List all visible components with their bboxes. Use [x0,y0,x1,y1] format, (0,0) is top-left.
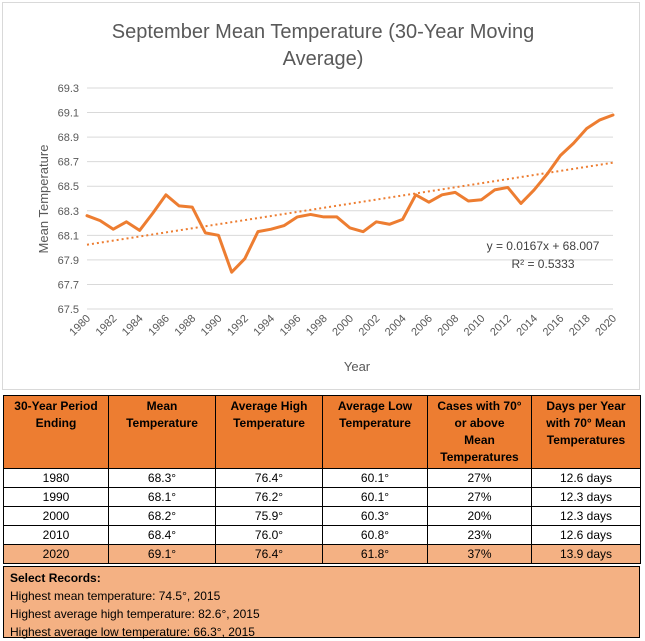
table-cell: 75.9° [215,506,323,526]
table-cell: 12.6 days [531,525,641,545]
table-cell: 76.4° [215,544,323,564]
table-cell: 12.3 days [531,487,641,507]
x-tick-label: 2008 [436,313,462,339]
table-cell: 68.1° [108,487,216,507]
chart-container: September Mean Temperature (30-Year Movi… [2,2,640,390]
record-item: Highest mean temperature: 74.5°, 2015 [10,589,221,603]
x-tick-label: 2010 [462,313,488,339]
table-row: 2000 68.2° 75.9° 60.3° 20% 12.3 days [3,506,641,526]
y-tick-label: 67.7 [58,279,79,291]
temperature-summary-table: 30-Year Period Ending Mean Temperature Avera… [3,395,641,564]
x-tick-label: 1984 [120,313,146,339]
table-cell: 2020 [3,544,109,564]
column-header: Mean Temperature [108,395,216,469]
table-cell: 37% [427,544,532,564]
record-item: Highest average high temperature: 82.6°,… [10,607,260,621]
table-cell: 68.3° [108,468,216,488]
y-tick-label: 69.3 [58,83,79,95]
x-tick-label: 2002 [357,313,383,339]
column-header: Cases with 70° or above Mean Temperatures [427,395,532,469]
y-tick-label: 68.9 [58,132,79,144]
table-cell: 76.4° [215,468,323,488]
table-cell: 76.2° [215,487,323,507]
table-row: 1990 68.1° 76.2° 60.1° 27% 12.3 days [3,487,641,507]
table-cell: 2010 [3,525,109,545]
table-cell: 60.8° [322,525,428,545]
table-header-row: 30-Year Period Ending Mean Temperature Avera… [3,395,641,469]
x-tick-label: 2012 [488,313,514,339]
x-tick-label: 2016 [541,313,567,339]
table-cell: 27% [427,468,532,488]
records-title: Select Records: [10,571,101,585]
y-tick-label: 68.1 [58,230,79,242]
y-tick-label: 67.9 [58,255,79,267]
table-cell: 27% [427,487,532,507]
table-cell: 12.6 days [531,468,641,488]
table-cell: 60.1° [322,468,428,488]
x-tick-label: 1996 [278,313,304,339]
select-records-panel: Select Records: Highest mean temperature… [3,566,640,639]
x-tick-label: 2020 [593,313,619,339]
table-cell: 60.1° [322,487,428,507]
table-cell: 61.8° [322,544,428,564]
table-cell: 13.9 days [531,544,641,564]
trendline-r-squared: R² = 0.5333 [511,257,574,271]
table-cell: 68.4° [108,525,216,545]
column-header: Average Low Temperature [322,395,428,469]
table-row: 2010 68.4° 76.0° 60.8° 23% 12.6 days [3,525,641,545]
table-row: 1980 68.3° 76.4° 60.1° 27% 12.6 days [3,468,641,488]
column-header: 30-Year Period Ending [3,395,109,469]
y-tick-label: 68.7 [58,157,79,169]
record-item: Highest average low temperature: 66.3°, … [10,625,255,639]
x-tick-label: 1980 [67,313,93,339]
x-tick-label: 1992 [225,313,251,339]
table-cell: 60.3° [322,506,428,526]
table-cell: 12.3 days [531,506,641,526]
table-cell: 1990 [3,487,109,507]
series-line [85,113,615,274]
column-header: Average High Temperature [215,395,323,469]
x-tick-label: 1990 [199,313,225,339]
x-axis-title: Year [344,359,371,374]
y-axis-title: Mean Temperature [36,145,51,254]
trendline [86,161,614,246]
table-body: 1980 68.3° 76.4° 60.1° 27% 12.6 days 1990 68.1°… [3,468,641,564]
table-cell: 23% [427,525,532,545]
y-tick-label: 68.5 [58,181,79,193]
table-cell: 69.1° [108,544,216,564]
y-tick-label: 69.1 [58,108,79,120]
chart-title: Average) [283,48,364,70]
x-tick-label: 1982 [94,313,120,339]
column-header: Days per Year with 70° Mean Temperatures [531,395,641,469]
chart-title: September Mean Temperature (30-Year Movi… [112,21,534,43]
x-tick-label: 2018 [567,313,593,339]
table-row: 2020 69.1° 76.4° 61.8° 37% 13.9 days [3,544,641,564]
table-cell: 76.0° [215,525,323,545]
x-tick-label: 2000 [330,313,356,339]
table-cell: 20% [427,506,532,526]
x-tick-label: 2006 [409,313,435,339]
table-cell: 68.2° [108,506,216,526]
x-tick-label: 1994 [251,313,277,339]
table-cell: 1980 [3,468,109,488]
x-tick-label: 1986 [146,313,172,339]
x-tick-label: 2014 [514,313,540,339]
line-chart: September Mean Temperature (30-Year Movi… [36,21,619,374]
y-tick-label: 68.3 [58,206,79,218]
table-cell: 2000 [3,506,109,526]
x-tick-label: 2004 [383,313,409,339]
x-tick-label: 1998 [304,313,330,339]
trendline-equation: y = 0.0167x + 68.007 [487,239,600,253]
x-tick-label: 1988 [173,313,199,339]
y-tick-label: 67.5 [58,304,79,316]
